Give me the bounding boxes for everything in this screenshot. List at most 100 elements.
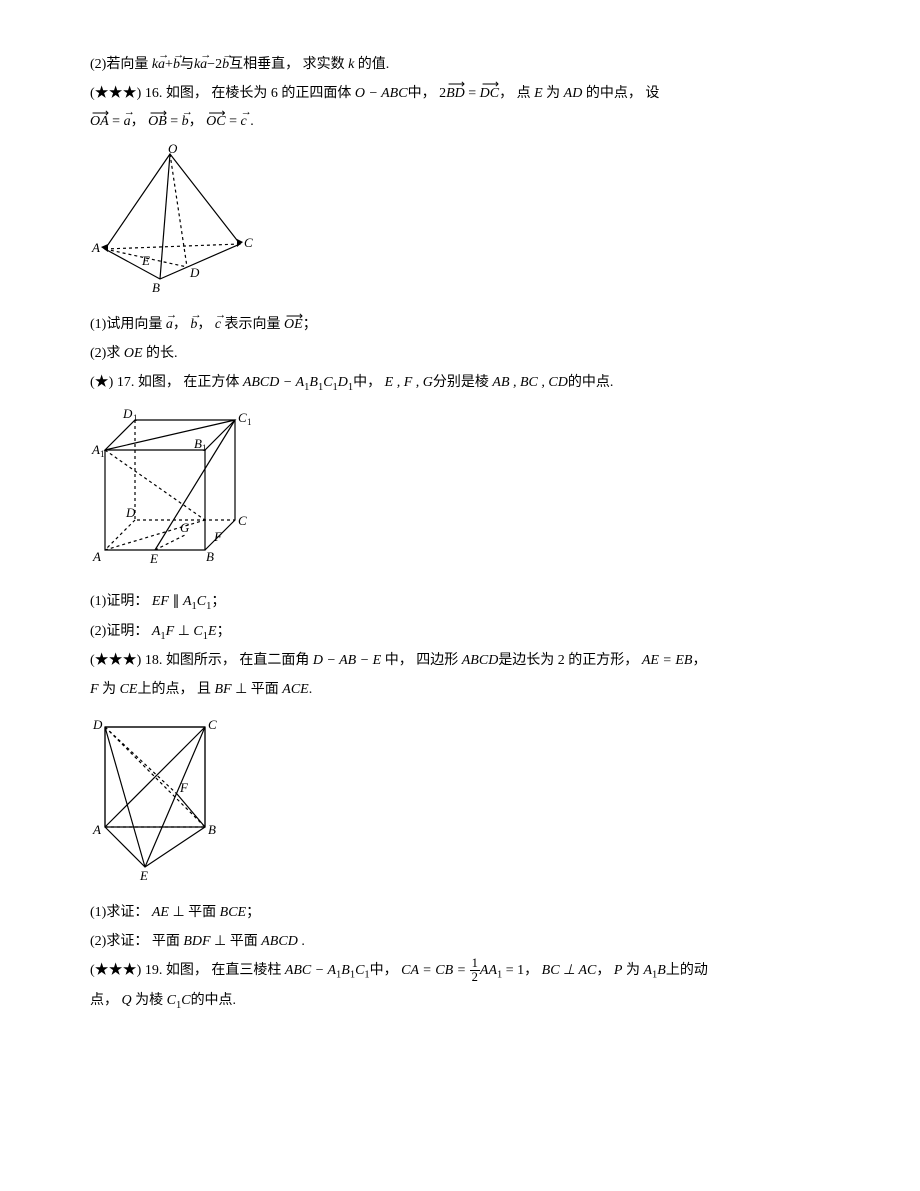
eq-AE-EB: AE = EB xyxy=(642,653,693,668)
q17-part1: (1)证明： EF ∥ A1C1； xyxy=(90,589,830,617)
label-D1: D xyxy=(122,406,133,421)
semicolon: ； xyxy=(217,624,231,639)
plane-word: 平面 xyxy=(188,905,220,920)
perp: ⊥ xyxy=(174,624,193,639)
plane-BDF: BDF xyxy=(183,934,210,949)
text: 互相垂直， 求实数 xyxy=(229,57,348,72)
vec-a: a xyxy=(124,109,131,136)
perp-BC-AC: BC ⊥ AC xyxy=(542,963,597,978)
seg-OE: OE xyxy=(124,346,143,361)
eq: = xyxy=(226,114,241,129)
text: ， 点 xyxy=(499,86,534,101)
label-A1-sub: 1 xyxy=(100,449,105,459)
text: 为棱 xyxy=(132,993,167,1008)
label-A: A xyxy=(92,822,101,837)
text: 的中点， 设 xyxy=(582,86,659,101)
label-D1-sub: 1 xyxy=(133,413,138,423)
seg-CE: CE xyxy=(120,682,138,697)
vec-a: a xyxy=(200,52,207,79)
period: . xyxy=(298,934,305,949)
tetra-name: O − ABC xyxy=(355,86,408,101)
E: E xyxy=(208,624,217,639)
cube-name: ABCD − A xyxy=(243,375,304,390)
dihedral-name: D − AB − E xyxy=(313,653,381,668)
vec-b: b xyxy=(190,312,197,339)
text: 中， xyxy=(353,375,385,390)
label-F: F xyxy=(213,529,223,544)
vec-b: b xyxy=(222,52,229,79)
text: (1)求证： xyxy=(90,905,152,920)
numerator: 1 xyxy=(470,957,480,971)
label-E: E xyxy=(141,253,150,268)
prism-name: ABC − A xyxy=(285,963,336,978)
vec-DC: DC xyxy=(480,81,499,108)
seg-AE: AE xyxy=(152,905,169,920)
vec-b: b xyxy=(182,109,189,136)
perp: ⊥ xyxy=(211,934,230,949)
text: (★★★) 18. 如图所示， 在直二面角 xyxy=(90,653,313,668)
text: 是边长为 2 的正方形， xyxy=(498,653,642,668)
plane-ACE: ACE xyxy=(282,682,308,697)
text: (2)求 xyxy=(90,346,124,361)
C: C xyxy=(193,624,202,639)
period: . xyxy=(309,682,313,697)
q19-line2: 点， Q 为棱 C1C的中点. xyxy=(90,988,830,1016)
text: ， xyxy=(596,963,614,978)
vec-c: c xyxy=(215,312,221,339)
vec-OA: OA xyxy=(90,109,109,136)
B: B xyxy=(657,963,666,978)
text: 为 xyxy=(99,682,120,697)
text: (2)若向量 xyxy=(90,57,152,72)
label-B1-sub: 1 xyxy=(202,443,207,453)
parallel: ∥ xyxy=(169,594,183,609)
C: C xyxy=(181,993,190,1008)
text: (★★★) 16. 如图， 在棱长为 6 的正四面体 xyxy=(90,86,355,101)
vec-OC: OC xyxy=(206,109,225,136)
vec-a: a xyxy=(166,312,173,339)
label-F: F xyxy=(179,780,189,795)
A: A xyxy=(643,963,652,978)
vec-a: a xyxy=(158,52,165,79)
label-C: C xyxy=(238,513,247,528)
q18-line2: F 为 CE上的点， 且 BF ⊥ 平面 ACE. xyxy=(90,677,830,704)
label-C1-sub: 1 xyxy=(247,417,252,427)
F: F xyxy=(166,624,175,639)
eq1: = 1， xyxy=(502,963,541,978)
text: 上的动 xyxy=(666,963,708,978)
dihedral-diagram: D C A B E F xyxy=(90,712,830,893)
perp: ⊥ xyxy=(169,905,188,920)
text: 的长. xyxy=(143,346,178,361)
text: 分别是棱 xyxy=(433,375,493,390)
q19-line1: (★★★) 19. 如图， 在直三棱柱 ABC − A1B1C1中， CA = … xyxy=(90,957,830,986)
label-D: D xyxy=(125,505,136,520)
label-O: O xyxy=(168,144,178,156)
q18-part2: (2)求证： 平面 BDF ⊥ 平面 ABCD . xyxy=(90,929,830,956)
cube-name: D xyxy=(338,375,348,390)
point-Q: Q xyxy=(122,993,132,1008)
text: (2)求证： 平面 xyxy=(90,934,183,949)
plane-word: 平面 xyxy=(251,682,283,697)
eq-CA-CB: CA = CB = xyxy=(401,963,469,978)
text: 中， 2 xyxy=(408,86,447,101)
eq: = xyxy=(167,114,182,129)
label-D: D xyxy=(92,717,103,732)
semicolon: ； xyxy=(211,594,225,609)
label-D: D xyxy=(189,265,200,280)
denominator: 2 xyxy=(470,971,480,985)
label-A: A xyxy=(92,549,101,564)
text: 的值. xyxy=(354,57,389,72)
q16-line2: OA = a， OB = b， OC = c . xyxy=(90,109,830,136)
vec-OB: OB xyxy=(148,109,167,136)
C: C xyxy=(197,594,206,609)
vec-BD: BD xyxy=(446,81,465,108)
label-A: A xyxy=(91,240,100,255)
label-B: B xyxy=(208,822,216,837)
semicolon: ； xyxy=(246,905,260,920)
label-B: B xyxy=(206,549,214,564)
eq: = xyxy=(465,86,480,101)
q18-part1: (1)求证： AE ⊥ 平面 BCE； xyxy=(90,900,830,927)
q16-line1: (★★★) 16. 如图， 在棱长为 6 的正四面体 O − ABC中， 2BD… xyxy=(90,81,830,108)
seg-AD: AD xyxy=(564,86,583,101)
plane-ABCD: ABCD xyxy=(261,934,298,949)
text: 为 xyxy=(543,86,564,101)
